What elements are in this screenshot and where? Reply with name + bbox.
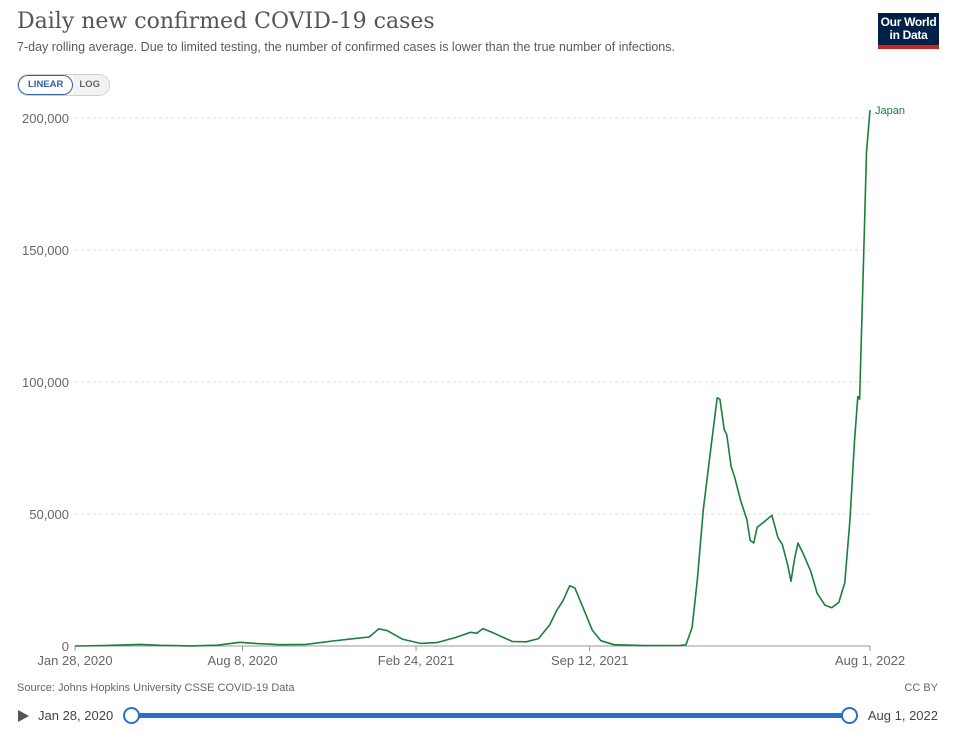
linear-scale-button[interactable]: LINEAR — [18, 75, 74, 95]
license-label[interactable]: CC BY — [904, 682, 938, 694]
timeline-start-handle[interactable] — [123, 707, 140, 724]
logo-line-2: in Data — [889, 28, 928, 42]
timeline-track[interactable] — [131, 713, 849, 718]
logo-line-1: Our World — [880, 15, 937, 29]
y-tick-label: 100,000 — [22, 375, 69, 390]
timeline-start-label: Jan 28, 2020 — [38, 708, 114, 723]
x-tick-label: Jan 28, 2020 — [37, 653, 112, 668]
play-icon[interactable] — [18, 710, 29, 722]
timeline-end-label: Aug 1, 2022 — [867, 708, 938, 723]
line-chart[interactable]: 0 50,000 100,000 150,000 200,000 Jan 28, 2020… — [0, 100, 955, 670]
chart-title: Daily new confirmed COVID-19 cases — [17, 9, 435, 34]
series-label: Japan — [875, 105, 905, 117]
x-tick-label: Feb 24, 2021 — [378, 653, 455, 668]
y-tick-label: 50,000 — [29, 507, 69, 522]
source-note[interactable]: Source: Johns Hopkins University CSSE CO… — [17, 682, 295, 694]
x-tick-label: Aug 8, 2020 — [207, 653, 277, 668]
x-tick-label: Sep 12, 2021 — [551, 653, 628, 668]
chart-subtitle: 7-day rolling average. Due to limited te… — [17, 40, 675, 54]
log-scale-button[interactable]: LOG — [73, 75, 109, 95]
owid-logo[interactable]: Our World in Data — [878, 13, 939, 49]
x-tick-label: Aug 1, 2022 — [835, 653, 905, 668]
timeline-end-handle[interactable] — [841, 707, 858, 724]
scale-toggle[interactable]: LINEAR LOG — [17, 74, 110, 96]
y-tick-label: 150,000 — [22, 243, 69, 258]
timeline-slider[interactable]: Jan 28, 2020 Aug 1, 2022 — [0, 704, 955, 728]
y-tick-label: 0 — [62, 639, 69, 654]
series-line-japan — [74, 110, 871, 647]
y-tick-label: 200,000 — [22, 111, 69, 126]
